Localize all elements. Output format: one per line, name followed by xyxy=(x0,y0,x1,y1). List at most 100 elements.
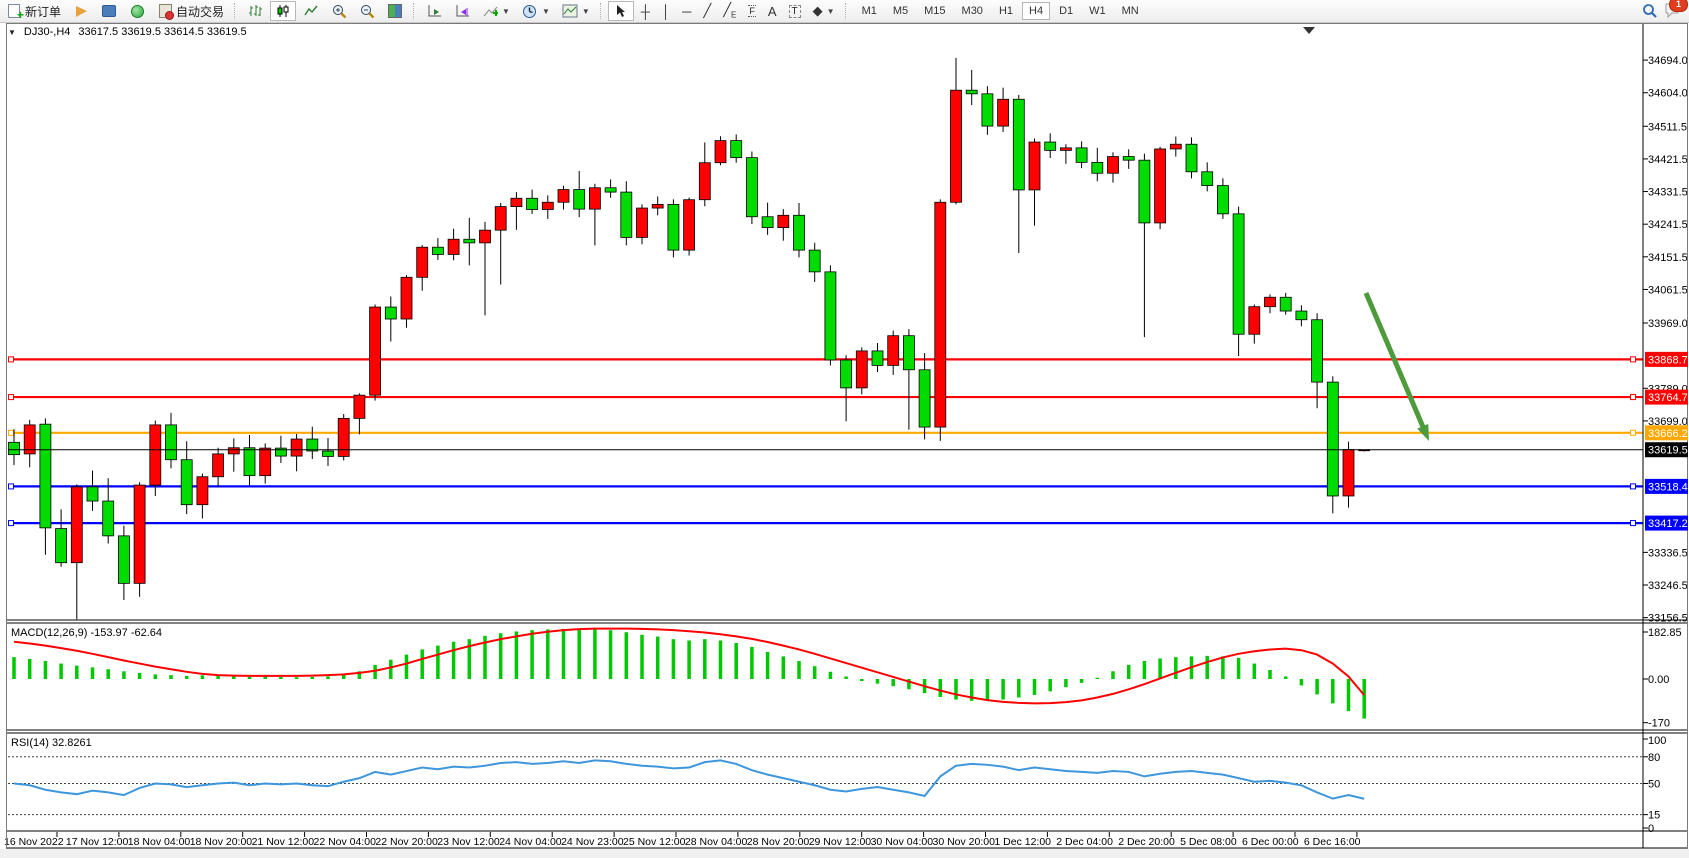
text-tool-button[interactable]: A xyxy=(763,2,782,21)
candle xyxy=(447,238,460,255)
crosshair-tool-button[interactable]: ┼ xyxy=(636,2,655,21)
candle xyxy=(290,438,303,457)
candle xyxy=(306,438,319,452)
timeframe-d1-button[interactable]: D1 xyxy=(1059,5,1074,17)
auto-scroll-icon xyxy=(426,3,442,19)
horizontal-line-tool-button[interactable]: ─ xyxy=(677,2,696,21)
chevron-down-icon: ▼ xyxy=(502,6,510,16)
line-handle xyxy=(8,394,14,401)
candle xyxy=(1279,296,1292,312)
cursor-icon xyxy=(613,3,629,19)
templates-button[interactable]: ▼ xyxy=(557,1,595,21)
fibonacci-tool-button[interactable]: F xyxy=(743,3,761,19)
toolbar-right: 1 xyxy=(1642,0,1689,21)
timeframe-m15-button[interactable]: M15 xyxy=(924,5,946,17)
candle xyxy=(274,447,287,457)
candle xyxy=(384,306,397,320)
candle xyxy=(431,246,444,255)
candle xyxy=(824,271,837,361)
horizontal-level-lines xyxy=(8,356,1643,527)
svg-text:16 Nov 2022: 16 Nov 2022 xyxy=(4,836,64,848)
candle xyxy=(714,140,727,164)
zoom-in-button[interactable] xyxy=(326,1,352,21)
chart-ohlc-readout: 33617.5 33619.5 33614.5 33619.5 xyxy=(78,26,247,38)
vertical-line-icon: │ xyxy=(662,3,671,19)
candle xyxy=(1311,319,1323,383)
macd-indicator-label: MACD(12,26,9) -153.97 -62.64 xyxy=(11,627,162,639)
svg-text:34604.0: 34604.0 xyxy=(1648,88,1688,100)
indicators-button[interactable]: ▼ xyxy=(477,1,515,21)
svg-text:182.85: 182.85 xyxy=(1648,627,1682,639)
tile-windows-button[interactable] xyxy=(382,1,408,21)
timeframe-h4-button[interactable]: H4 xyxy=(1022,2,1051,20)
candle xyxy=(526,197,538,210)
timeframe-h1-button[interactable]: H1 xyxy=(998,5,1013,17)
chart-header: ▼ DJ30-,H4 33617.5 33619.5 33614.5 33619… xyxy=(8,26,247,38)
candle xyxy=(479,229,491,244)
line-handle xyxy=(1630,429,1636,436)
candle xyxy=(369,306,382,396)
text-icon: A xyxy=(767,3,777,19)
market-alert-button[interactable] xyxy=(68,1,94,21)
periods-button[interactable]: ▼ xyxy=(517,1,555,21)
market-depth-button[interactable] xyxy=(96,1,122,21)
candle xyxy=(102,500,115,537)
zoom-out-button[interactable] xyxy=(354,1,380,21)
svg-text:34061.5: 34061.5 xyxy=(1648,284,1688,296)
auto-scroll-button[interactable] xyxy=(421,1,447,21)
svg-text:29 Nov 12:00: 29 Nov 12:00 xyxy=(809,836,872,848)
search-icon[interactable] xyxy=(1642,3,1658,19)
svg-text:33619.5: 33619.5 xyxy=(1648,445,1688,457)
bar-chart-icon xyxy=(247,3,263,19)
price-chart-canvas[interactable]: 34694.0 34604.0 34511.5 34421.5 34331.5 34241… xyxy=(0,22,1689,858)
line-handle xyxy=(1630,520,1636,527)
notifications-button[interactable]: 1 xyxy=(1664,0,1688,21)
candle xyxy=(180,459,193,506)
bar-chart-button[interactable] xyxy=(242,1,268,21)
candle xyxy=(1091,161,1104,174)
timeframe-mn-button[interactable]: MN xyxy=(1121,5,1139,17)
notification-badge: 1 xyxy=(1669,0,1688,12)
candle xyxy=(55,528,67,564)
macd-values: -153.97 -62.64 xyxy=(90,627,163,639)
signals-button[interactable] xyxy=(124,1,150,21)
svg-text:18 Nov 04:00: 18 Nov 04:00 xyxy=(128,836,191,848)
candlestick-chart-icon xyxy=(275,3,291,19)
line-chart-button[interactable] xyxy=(298,1,324,21)
svg-text:6 Dec 00:00: 6 Dec 00:00 xyxy=(1242,836,1299,848)
text-label-tool-button[interactable]: T xyxy=(784,3,806,20)
svg-text:50: 50 xyxy=(1648,779,1660,791)
vertical-line-tool-button[interactable]: │ xyxy=(657,2,675,21)
candle xyxy=(1028,141,1041,191)
chart-shift-button[interactable] xyxy=(449,1,475,21)
new-order-button[interactable]: 新订单 xyxy=(1,1,66,23)
chart-shift-marker xyxy=(1303,27,1315,34)
equidistant-channel-icon: ╱E xyxy=(723,2,737,20)
candle xyxy=(322,450,334,457)
svg-text:34331.5: 34331.5 xyxy=(1648,187,1688,199)
channel-tool-button[interactable]: ╱E xyxy=(718,0,741,22)
toolbar: 新订单 自动交易 xyxy=(0,0,1689,23)
svg-text:33868.7: 33868.7 xyxy=(1648,354,1688,366)
cursor-tool-button[interactable] xyxy=(607,1,634,21)
candle xyxy=(463,238,476,244)
candle xyxy=(243,447,256,477)
timeframe-m30-button[interactable]: M30 xyxy=(961,5,983,17)
candle xyxy=(573,189,586,210)
trendline-tool-button[interactable]: ╱ xyxy=(698,1,716,21)
candle xyxy=(1217,185,1229,215)
shapes-tool-button[interactable]: ◆ ▼ xyxy=(808,1,840,21)
timeframe-m1-button[interactable]: M1 xyxy=(861,5,877,17)
timeframe-w1-button[interactable]: W1 xyxy=(1089,5,1106,17)
line-handle xyxy=(1630,483,1636,490)
candlestick-chart-button[interactable] xyxy=(270,1,297,21)
svg-text:22 Nov 20:00: 22 Nov 20:00 xyxy=(375,836,438,848)
candle xyxy=(196,476,209,506)
auto-trading-button[interactable]: 自动交易 xyxy=(152,1,229,22)
candle xyxy=(1060,147,1072,151)
candle xyxy=(1075,147,1088,163)
svg-text:5 Dec 08:00: 5 Dec 08:00 xyxy=(1180,836,1237,848)
candle xyxy=(604,187,617,193)
collapse-icon[interactable]: ▼ xyxy=(8,27,16,37)
timeframe-m5-button[interactable]: M5 xyxy=(892,5,909,17)
